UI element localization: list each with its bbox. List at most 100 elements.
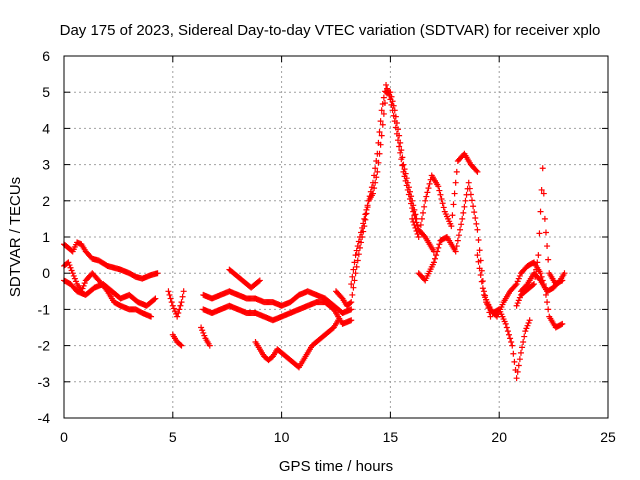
data-point — [399, 162, 406, 169]
data-point — [503, 324, 510, 331]
data-point — [414, 230, 421, 237]
x-tick-label: 25 — [600, 429, 616, 445]
data-point — [179, 293, 186, 300]
data-point — [255, 278, 262, 285]
data-point — [502, 320, 509, 327]
series-track-d — [165, 288, 187, 320]
data-point — [409, 197, 416, 204]
data-point — [525, 319, 532, 326]
data-point — [507, 335, 514, 342]
data-point — [469, 197, 475, 204]
data-point — [170, 305, 177, 312]
data-point — [349, 273, 356, 280]
data-point — [479, 278, 486, 285]
data-point — [169, 302, 176, 309]
data-point — [512, 282, 519, 289]
data-point — [449, 212, 456, 219]
data-point — [396, 132, 403, 139]
data-point — [380, 94, 387, 101]
data-point — [411, 212, 418, 219]
y-tick-label: -2 — [38, 338, 51, 354]
data-point — [177, 341, 184, 348]
data-point — [175, 310, 182, 317]
data-point — [80, 282, 87, 289]
data-point — [561, 270, 568, 277]
data-point — [358, 229, 365, 236]
data-point — [338, 294, 345, 301]
data-point — [437, 191, 444, 198]
data-point — [348, 306, 355, 313]
data-point — [400, 161, 407, 168]
data-point — [516, 272, 523, 279]
data-point — [376, 129, 383, 136]
data-point — [178, 299, 185, 306]
data-point — [395, 126, 402, 133]
data-point — [460, 209, 467, 216]
data-point — [542, 291, 549, 298]
data-point — [404, 179, 411, 186]
y-tick-label: 5 — [42, 84, 50, 100]
data-point — [70, 272, 77, 279]
data-point — [513, 281, 520, 288]
data-point — [474, 168, 481, 175]
data-point — [174, 313, 181, 320]
data-point — [359, 224, 366, 231]
data-point — [177, 302, 184, 309]
data-point — [397, 139, 404, 146]
data-point — [448, 223, 455, 230]
data-point — [412, 211, 419, 218]
series-track-g — [200, 288, 355, 317]
data-point — [418, 215, 425, 222]
data-point — [403, 175, 410, 182]
y-axis-label: SDTVAR / TECUs — [7, 177, 24, 297]
data-point — [533, 266, 540, 273]
series-track-b — [61, 259, 155, 320]
data-point — [363, 206, 370, 213]
data-point — [422, 197, 429, 204]
data-point — [408, 193, 415, 200]
data-point — [421, 232, 428, 239]
data-points — [61, 81, 568, 382]
data-point — [458, 221, 465, 228]
series-track-j — [252, 317, 342, 371]
data-point — [353, 263, 360, 270]
data-point — [410, 218, 417, 225]
data-point — [372, 165, 379, 172]
data-point — [362, 216, 369, 223]
data-point — [535, 252, 542, 259]
data-point — [504, 328, 511, 335]
data-point — [439, 200, 446, 207]
data-point — [65, 259, 72, 266]
data-point — [402, 170, 409, 177]
data-point — [505, 331, 512, 338]
data-point — [438, 195, 445, 202]
data-point — [348, 317, 355, 324]
data-point — [362, 211, 369, 218]
data-point — [201, 332, 208, 339]
data-point — [381, 100, 388, 107]
data-point — [410, 202, 417, 209]
data-point — [364, 202, 371, 209]
data-point — [374, 168, 381, 175]
data-point — [514, 300, 521, 307]
series-track-m — [409, 150, 481, 240]
series-track-r — [517, 270, 568, 295]
data-point — [415, 234, 422, 240]
data-point — [526, 317, 533, 324]
data-point — [476, 265, 483, 272]
data-point — [453, 243, 460, 250]
series-track-c — [61, 277, 159, 309]
data-point — [392, 113, 399, 120]
data-point — [390, 102, 397, 109]
data-point — [424, 189, 431, 196]
data-point — [69, 270, 76, 277]
data-point — [387, 89, 394, 96]
x-tick-label: 20 — [491, 429, 507, 445]
data-point — [167, 295, 174, 302]
data-point — [396, 143, 403, 150]
data-point — [515, 275, 522, 282]
data-point — [470, 203, 477, 210]
data-point — [541, 215, 548, 222]
data-point — [354, 243, 361, 250]
